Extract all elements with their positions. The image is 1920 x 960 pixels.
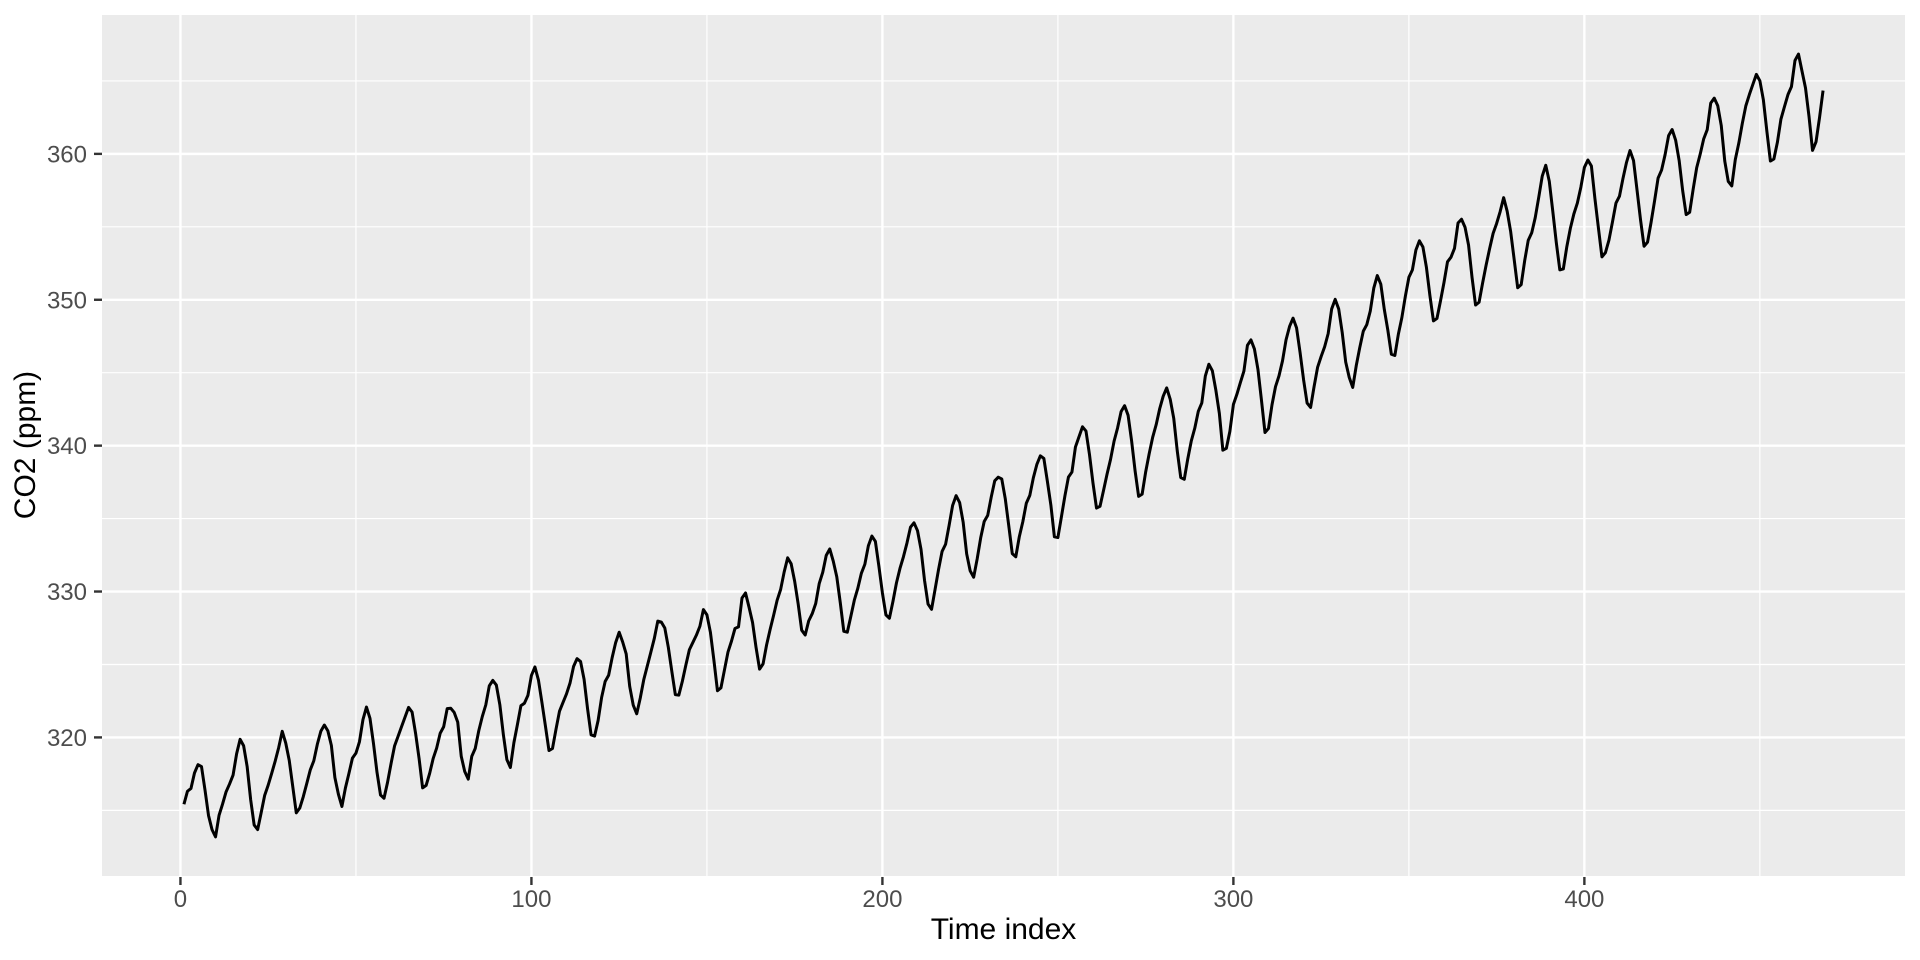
- x-axis-title: Time index: [930, 913, 1077, 946]
- y-tick-label: 330: [47, 579, 87, 606]
- x-tick-label: 100: [511, 886, 551, 913]
- co2-series-line: [182, 52, 1825, 839]
- y-tick-label: 360: [47, 141, 87, 168]
- x-tick-label: 0: [174, 886, 187, 913]
- x-tick-label: 200: [862, 886, 902, 913]
- x-tick-label: 300: [1213, 886, 1253, 913]
- y-tick-label: 350: [47, 287, 87, 314]
- y-axis-title: CO2 (ppm): [9, 370, 42, 520]
- x-tick-label: 400: [1564, 886, 1604, 913]
- y-tick-label: 340: [47, 433, 87, 460]
- y-tick-label: 320: [47, 725, 87, 752]
